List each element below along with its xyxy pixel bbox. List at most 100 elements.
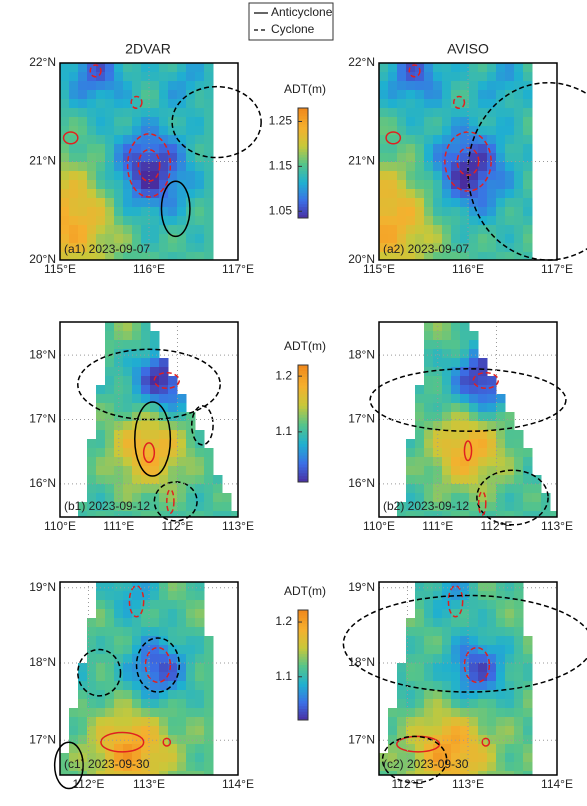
adt-cell [204,726,214,736]
adt-cell [69,243,79,253]
adt-cell [123,412,133,422]
adt-cell [460,430,470,440]
adt-cell [433,654,443,664]
adt-cell [460,180,470,190]
adt-cell [78,99,88,109]
adt-cell [496,126,506,136]
map-panel [379,63,587,261]
adt-cell [514,63,524,73]
colorbar-segment [298,171,308,175]
adt-cell [132,340,142,350]
adt-cell [469,367,479,377]
adt-cell [460,681,470,691]
adt-cell [388,189,398,199]
adt-cell [96,708,106,718]
adt-cell [442,600,452,610]
map-frame [378,581,558,776]
adt-cell [186,708,196,718]
adt-cell [150,430,160,440]
adt-cell [177,216,187,226]
adt-cell [424,162,434,172]
adt-cell [442,322,452,332]
adt-cell [469,708,479,718]
x-tick-label: 113°E [133,777,165,791]
adt-cell [87,225,97,235]
adt-cell [177,645,187,655]
adt-cell [132,627,142,637]
adt-cell [186,243,196,253]
adt-cell [69,180,79,190]
adt-cell [177,171,187,181]
adt-cell [460,243,470,253]
adt-cell [451,672,461,682]
adt-cell [415,645,425,655]
adt-cell [60,771,70,775]
eddy-contour [385,131,402,145]
adt-cell [186,762,196,772]
y-tick-label: 22°N [29,55,56,69]
adt-cell [388,771,398,775]
adt-cell [415,475,425,485]
adt-cell [496,225,506,235]
adt-cell [487,421,497,431]
adt-cell [141,376,151,386]
adt-cell [505,162,515,172]
adt-cell [87,243,97,253]
adt-cell [433,243,443,253]
colorbar-segment [298,382,308,386]
adt-cell [114,367,124,377]
adt-cell [132,717,142,727]
adt-cell [406,189,416,199]
colorbar-segment [298,367,308,372]
adt-cell [96,699,106,709]
adt-cell [523,180,533,190]
adt-cell [496,493,506,503]
adt-cell [424,502,434,512]
adt-cell [433,771,443,775]
adt-cell [523,171,533,181]
adt-cell [159,225,169,235]
colorbar-segment [298,138,308,142]
adt-cell [150,421,160,431]
adt-cell [168,475,178,485]
adt-cell [505,771,515,775]
adt-cell [96,394,106,404]
adt-cell [514,198,524,208]
adt-cell [204,162,214,172]
adt-cell [177,663,187,673]
adt-cell [442,153,452,163]
adt-cell [487,252,497,260]
colorbar-segment [298,198,308,202]
adt-cell [424,762,434,772]
adt-cell [505,421,515,431]
adt-cell [433,636,443,646]
adt-cell [105,207,115,217]
adt-cell [433,207,443,217]
adt-cell [505,744,515,754]
adt-cell [141,225,151,235]
adt-cell [96,171,106,181]
eddy-contour [137,148,161,182]
adt-cell [487,466,497,476]
adt-cell [132,699,142,709]
colorbar-segment [298,154,308,158]
adt-cell [505,502,515,512]
adt-cell [451,511,461,517]
colorbar-segment [298,717,308,721]
adt-cell [478,726,488,736]
adt-cell [469,81,479,91]
adt-cell [195,484,205,494]
adt-cell [406,699,416,709]
adt-cell [424,717,434,727]
adt-cell [388,135,398,145]
adt-cell [105,618,115,628]
adt-cell [415,466,425,476]
adt-cell [433,331,443,341]
adt-cell [379,90,389,100]
y-tick-label: 17°N [29,732,56,746]
adt-cell [177,735,187,745]
adt-cell [514,153,524,163]
adt-cell [78,63,88,73]
adt-cell [496,412,506,422]
adt-cell [424,135,434,145]
